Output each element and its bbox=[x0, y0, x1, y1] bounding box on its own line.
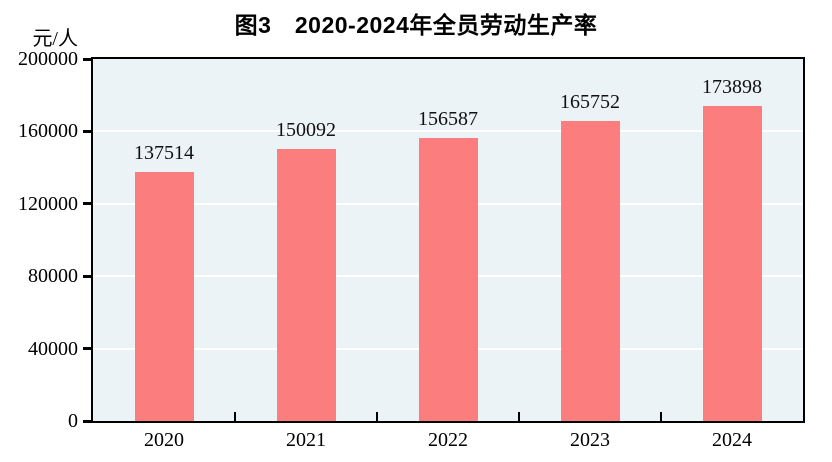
y-axis-label-0: 0 bbox=[68, 410, 78, 432]
y-axis-tick-120000 bbox=[83, 202, 91, 206]
y-axis-tick-200000 bbox=[83, 57, 91, 61]
bar-2024 bbox=[702, 106, 762, 421]
bar-value-label-2023: 165752 bbox=[560, 91, 620, 113]
y-axis-unit-label: 元/人 bbox=[32, 28, 78, 50]
x-axis-tick-1 bbox=[234, 412, 236, 421]
plot-area: 137514 150092 156587 165752 173898 bbox=[91, 57, 805, 423]
y-axis-label-120000: 120000 bbox=[18, 192, 78, 215]
x-axis-label-2022: 2022 bbox=[428, 429, 468, 451]
x-axis-label-2021: 2021 bbox=[286, 429, 326, 451]
y-axis-tick-0 bbox=[83, 419, 91, 423]
x-axis-label-2023: 2023 bbox=[570, 429, 610, 451]
y-axis-tick-80000 bbox=[83, 274, 91, 278]
bar-value-label-2021: 150092 bbox=[276, 119, 336, 142]
y-axis-tick-40000 bbox=[83, 347, 91, 351]
x-axis-tick-3 bbox=[518, 412, 520, 421]
bar-2020 bbox=[134, 172, 194, 421]
y-axis-label-80000: 80000 bbox=[28, 265, 78, 288]
x-axis-label-2024: 2024 bbox=[712, 429, 752, 451]
bar-value-label-2022: 156587 bbox=[418, 107, 478, 130]
y-axis-label-200000: 200000 bbox=[18, 48, 78, 70]
bar-2023 bbox=[560, 121, 620, 421]
bar-value-label-2024: 173898 bbox=[702, 76, 762, 99]
y-axis-tick-160000 bbox=[83, 129, 91, 133]
bar-2022 bbox=[418, 137, 478, 421]
gridline-160000 bbox=[93, 130, 803, 133]
chart-title: 图3 2020-2024年全员劳动生产率 bbox=[234, 12, 598, 38]
bar-value-label-2020: 137514 bbox=[134, 142, 194, 165]
bar-2021 bbox=[276, 149, 336, 421]
x-axis-tick-4 bbox=[660, 412, 662, 421]
x-axis-tick-2 bbox=[376, 412, 378, 421]
x-axis-label-2020: 2020 bbox=[144, 429, 184, 451]
y-axis-label-40000: 40000 bbox=[28, 337, 78, 360]
y-axis-label-160000: 160000 bbox=[18, 120, 78, 143]
